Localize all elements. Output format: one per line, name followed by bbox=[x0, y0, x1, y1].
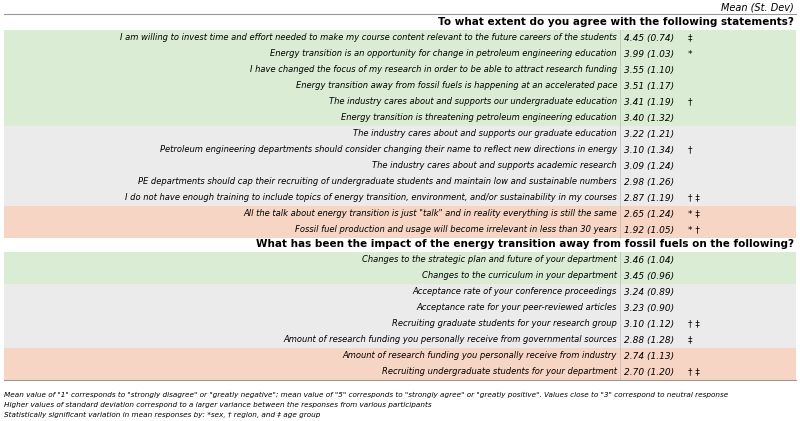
Text: 3.24 (0.89): 3.24 (0.89) bbox=[624, 288, 674, 296]
Text: † ‡: † ‡ bbox=[688, 320, 700, 328]
Text: 2.65 (1.24): 2.65 (1.24) bbox=[624, 210, 674, 218]
Text: Fossil fuel production and usage will become irrelevant in less than 30 years: Fossil fuel production and usage will be… bbox=[295, 226, 617, 234]
Bar bbox=[4, 110, 796, 126]
Text: 2.98 (1.26): 2.98 (1.26) bbox=[624, 178, 674, 187]
Bar bbox=[4, 300, 796, 316]
Text: I have changed the focus of my research in order to be able to attract research : I have changed the focus of my research … bbox=[250, 66, 617, 75]
Text: To what extent do you agree with the following statements?: To what extent do you agree with the fol… bbox=[438, 17, 794, 27]
Bar bbox=[4, 78, 796, 94]
Text: What has been the impact of the energy transition away from fossil fuels on the : What has been the impact of the energy t… bbox=[256, 239, 794, 249]
Bar bbox=[4, 268, 796, 284]
Text: Petroleum engineering departments should consider changing their name to reflect: Petroleum engineering departments should… bbox=[160, 146, 617, 155]
Bar bbox=[4, 62, 796, 78]
Bar bbox=[4, 142, 796, 158]
Text: 3.99 (1.03): 3.99 (1.03) bbox=[624, 50, 674, 59]
Text: Energy transition is threatening petroleum engineering education: Energy transition is threatening petrole… bbox=[342, 114, 617, 123]
Text: ‡: ‡ bbox=[688, 34, 693, 43]
Text: Higher values of standard deviation correspond to a larger variance between the : Higher values of standard deviation corr… bbox=[4, 402, 432, 408]
Text: † ‡: † ‡ bbox=[688, 194, 700, 203]
Bar bbox=[4, 94, 796, 110]
Text: Changes to the curriculum in your department: Changes to the curriculum in your depart… bbox=[422, 272, 617, 280]
Text: 3.22 (1.21): 3.22 (1.21) bbox=[624, 130, 674, 139]
Bar bbox=[4, 126, 796, 142]
Text: 3.41 (1.19): 3.41 (1.19) bbox=[624, 98, 674, 107]
Text: 2.88 (1.28): 2.88 (1.28) bbox=[624, 336, 674, 344]
Text: Acceptance rate of your conference proceedings: Acceptance rate of your conference proce… bbox=[413, 288, 617, 296]
Text: The industry cares about and supports our undergraduate education: The industry cares about and supports ou… bbox=[329, 98, 617, 107]
Text: Changes to the strategic plan and future of your department: Changes to the strategic plan and future… bbox=[362, 256, 617, 264]
Text: † ‡: † ‡ bbox=[688, 368, 700, 376]
Bar bbox=[4, 284, 796, 300]
Text: Mean value of "1" corresponds to "strongly disagree" or "greatly negative"; mean: Mean value of "1" corresponds to "strong… bbox=[4, 392, 728, 398]
Text: 4.45 (0.74): 4.45 (0.74) bbox=[624, 34, 674, 43]
Text: 2.74 (1.13): 2.74 (1.13) bbox=[624, 352, 674, 360]
Text: 3.46 (1.04): 3.46 (1.04) bbox=[624, 256, 674, 264]
Text: The industry cares about and supports academic research: The industry cares about and supports ac… bbox=[372, 162, 617, 171]
Text: 3.40 (1.32): 3.40 (1.32) bbox=[624, 114, 674, 123]
Text: Acceptance rate for your peer-reviewed articles: Acceptance rate for your peer-reviewed a… bbox=[417, 304, 617, 312]
Text: †: † bbox=[688, 98, 693, 107]
Text: 3.55 (1.10): 3.55 (1.10) bbox=[624, 66, 674, 75]
Text: ‡: ‡ bbox=[688, 336, 693, 344]
Text: The industry cares about and supports our graduate education: The industry cares about and supports ou… bbox=[354, 130, 617, 139]
Text: 1.92 (1.05): 1.92 (1.05) bbox=[624, 226, 674, 234]
Text: 3.51 (1.17): 3.51 (1.17) bbox=[624, 82, 674, 91]
Text: †: † bbox=[688, 146, 693, 155]
Bar bbox=[4, 190, 796, 206]
Bar bbox=[4, 222, 796, 238]
Bar bbox=[4, 316, 796, 332]
Text: * †: * † bbox=[688, 226, 700, 234]
Text: 3.10 (1.34): 3.10 (1.34) bbox=[624, 146, 674, 155]
Text: *: * bbox=[688, 50, 693, 59]
Bar bbox=[4, 332, 796, 348]
Bar bbox=[4, 252, 796, 268]
Text: 3.45 (0.96): 3.45 (0.96) bbox=[624, 272, 674, 280]
Text: 3.23 (0.90): 3.23 (0.90) bbox=[624, 304, 674, 312]
Text: Mean (St. Dev): Mean (St. Dev) bbox=[722, 3, 794, 13]
Text: Statistically significant variation in mean responses by: *sex, † region, and ‡ : Statistically significant variation in m… bbox=[4, 412, 320, 418]
Bar bbox=[4, 46, 796, 62]
Text: Recruiting undergraduate students for your department: Recruiting undergraduate students for yo… bbox=[382, 368, 617, 376]
Text: All the talk about energy transition is just "talk" and in reality everything is: All the talk about energy transition is … bbox=[243, 210, 617, 218]
Bar bbox=[4, 364, 796, 380]
Text: Energy transition is an opportunity for change in petroleum engineering educatio: Energy transition is an opportunity for … bbox=[270, 50, 617, 59]
Bar bbox=[4, 158, 796, 174]
Text: I do not have enough training to include topics of energy transition, environmen: I do not have enough training to include… bbox=[126, 194, 617, 203]
Bar bbox=[4, 206, 796, 222]
Text: 2.87 (1.19): 2.87 (1.19) bbox=[624, 194, 674, 203]
Text: I am willing to invest time and effort needed to make my course content relevant: I am willing to invest time and effort n… bbox=[120, 34, 617, 43]
Bar bbox=[4, 30, 796, 46]
Text: 2.70 (1.20): 2.70 (1.20) bbox=[624, 368, 674, 376]
Text: 3.10 (1.12): 3.10 (1.12) bbox=[624, 320, 674, 328]
Text: PE departments should cap their recruiting of undergraduate students and maintai: PE departments should cap their recruiti… bbox=[138, 178, 617, 187]
Text: Amount of research funding you personally receive from governmental sources: Amount of research funding you personall… bbox=[283, 336, 617, 344]
Bar bbox=[4, 174, 796, 190]
Text: Amount of research funding you personally receive from industry: Amount of research funding you personall… bbox=[342, 352, 617, 360]
Text: 3.09 (1.24): 3.09 (1.24) bbox=[624, 162, 674, 171]
Text: Recruiting graduate students for your research group: Recruiting graduate students for your re… bbox=[392, 320, 617, 328]
Text: * ‡: * ‡ bbox=[688, 210, 700, 218]
Bar bbox=[4, 348, 796, 364]
Text: Energy transition away from fossil fuels is happening at an accelerated pace: Energy transition away from fossil fuels… bbox=[295, 82, 617, 91]
